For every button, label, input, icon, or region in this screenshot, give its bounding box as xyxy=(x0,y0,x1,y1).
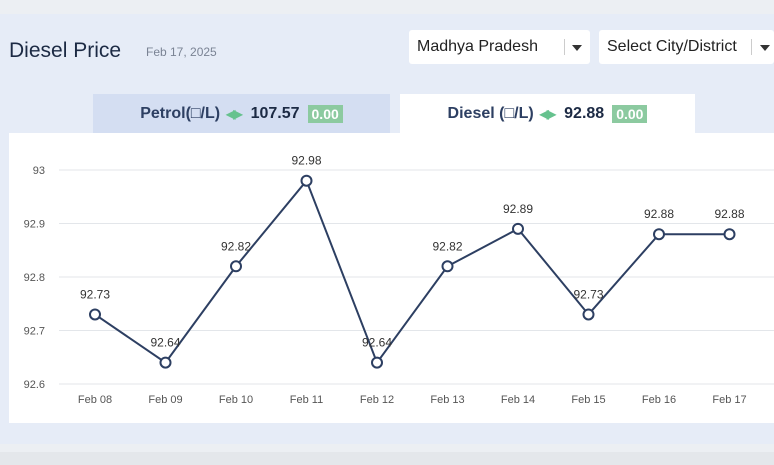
data-label: 92.73 xyxy=(573,287,603,301)
data-point xyxy=(582,308,595,321)
chevron-down-icon[interactable] xyxy=(760,45,770,51)
y-tick-label: 92.8 xyxy=(24,272,45,284)
data-label: 92.88 xyxy=(644,207,674,221)
y-tick-label: 92.7 xyxy=(24,326,45,338)
data-point xyxy=(159,356,172,369)
tab-petrol-label: Petrol(□/L) xyxy=(140,104,221,122)
left-right-arrows-icon: ◀▶ xyxy=(226,106,243,121)
data-point xyxy=(653,228,665,241)
x-tick-label: Feb 11 xyxy=(290,394,323,406)
petrol-price: 107.57 xyxy=(250,104,300,122)
tab-diesel-label: Diesel (□/L) xyxy=(447,104,534,122)
data-label: 92.64 xyxy=(150,336,180,350)
x-tick-label: Feb 17 xyxy=(712,394,746,406)
data-point xyxy=(723,228,736,241)
city-select[interactable]: Select City/District xyxy=(599,30,774,64)
tab-petrol[interactable]: Petrol(□/L) ◀▶ 107.57 0.00 xyxy=(93,94,390,133)
series-line xyxy=(94,178,730,365)
x-tick-label: Feb 08 xyxy=(78,394,112,406)
x-tick-label: Feb 10 xyxy=(219,394,253,406)
price-date: Feb 17, 2025 xyxy=(146,45,217,59)
state-select[interactable]: Madhya Pradesh xyxy=(409,30,590,64)
data-point xyxy=(441,260,454,273)
diesel-change-badge: 0.00 xyxy=(612,104,648,123)
y-tick-label: 93 xyxy=(33,165,45,177)
tab-diesel[interactable]: Diesel (□/L) ◀▶ 92.88 0.00 xyxy=(400,94,695,133)
data-label: 92.98 xyxy=(291,154,321,168)
x-tick-label: Feb 09 xyxy=(148,394,182,406)
left-right-arrows-icon: ◀▶ xyxy=(539,106,557,121)
chevron-down-icon[interactable] xyxy=(572,45,582,51)
state-select-divider xyxy=(564,39,565,55)
petrol-change-badge: 0.00 xyxy=(307,104,343,123)
diesel-price-line-chart: 92.6 92.7 92.8 92.9 93 Feb 08 Feb 09 Feb 10 Feb … xyxy=(24,154,774,406)
data-point xyxy=(89,308,101,321)
data-point xyxy=(230,260,242,273)
chart-container: 92.6 92.7 92.8 92.9 93 Feb 08 Feb 09 Feb 10 Feb … xyxy=(9,133,774,423)
data-label: 92.88 xyxy=(714,207,744,221)
city-select-divider xyxy=(751,39,752,55)
bottom-strip xyxy=(0,452,774,465)
data-point xyxy=(512,222,524,235)
y-tick-label: 92.9 xyxy=(24,219,45,231)
data-label: 92.89 xyxy=(503,202,533,216)
page-title: Diesel Price xyxy=(9,39,122,62)
x-tick-label: Feb 14 xyxy=(501,394,535,406)
x-tick-label: Feb 15 xyxy=(571,394,605,406)
x-tick-label: Feb 13 xyxy=(430,394,464,406)
city-select-value: Select City/District xyxy=(607,38,737,55)
data-label: 92.73 xyxy=(80,287,110,301)
diesel-price: 92.88 xyxy=(564,104,605,122)
data-point xyxy=(371,356,383,369)
data-label: 92.82 xyxy=(432,239,462,253)
x-tick-label: Feb 12 xyxy=(360,394,394,406)
data-label: 92.82 xyxy=(221,239,251,253)
y-tick-label: 92.6 xyxy=(24,379,45,391)
x-tick-label: Feb 16 xyxy=(642,394,676,406)
state-select-value: Madhya Pradesh xyxy=(417,38,538,55)
data-point xyxy=(300,174,313,187)
data-label: 92.64 xyxy=(362,336,392,350)
